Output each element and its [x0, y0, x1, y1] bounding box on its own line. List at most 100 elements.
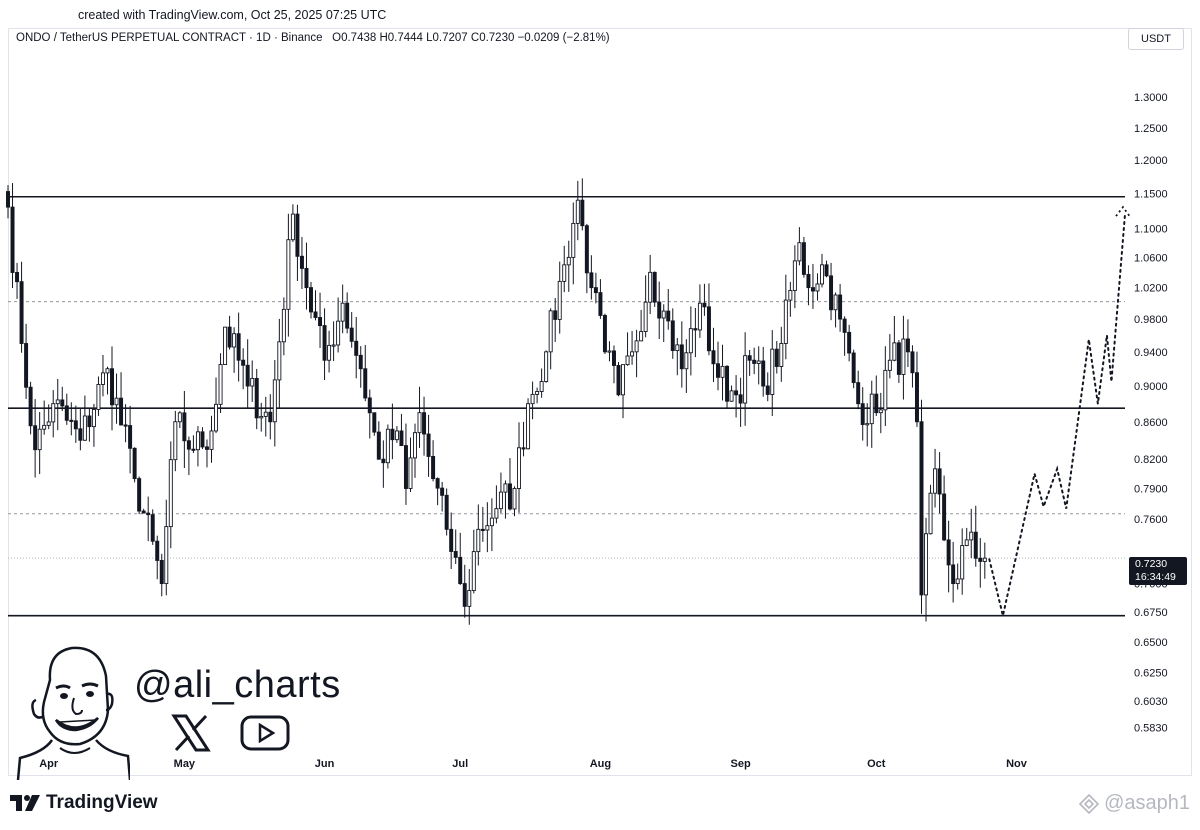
candle-up [168, 459, 173, 528]
candle-down [914, 372, 919, 423]
candle-up [331, 344, 336, 347]
candle-up [770, 348, 775, 395]
candle-down [824, 264, 829, 277]
candle-up [467, 590, 472, 607]
candle-down [73, 420, 78, 430]
candle-up [924, 533, 929, 596]
candle-down [711, 350, 716, 365]
candle-down [159, 559, 164, 585]
candle-up [385, 428, 390, 464]
candle-down [842, 318, 847, 333]
candle-down [856, 382, 861, 405]
candle-up [634, 340, 639, 353]
candle-up [865, 423, 870, 426]
candle-down [725, 365, 730, 402]
candle-down [706, 306, 711, 352]
candle-down [304, 267, 309, 289]
x-tick-label: May [174, 758, 196, 770]
candle-down [33, 425, 38, 451]
candle-up [933, 468, 938, 494]
candle-down [69, 419, 74, 422]
y-tick-label: 0.6500 [1134, 637, 1168, 649]
candle-up [286, 239, 291, 310]
candle-down [403, 445, 408, 489]
x-logo-icon[interactable] [170, 712, 212, 754]
candle-up [55, 399, 60, 405]
candle-down [299, 255, 304, 269]
candle-down [973, 531, 978, 559]
candle-up [96, 383, 101, 410]
y-tick-label: 0.7600 [1134, 514, 1168, 526]
candle-down [399, 430, 404, 447]
candle-up [607, 350, 612, 353]
candle-down [951, 564, 956, 585]
candle-up [621, 364, 626, 396]
candle-down [150, 514, 155, 542]
candle-down [358, 354, 363, 370]
candle-up [779, 343, 784, 367]
candle-up [544, 351, 549, 383]
candle-up [535, 391, 540, 395]
candle-up [259, 415, 264, 419]
author-handle: @ali_charts [134, 664, 341, 706]
candle-down [119, 397, 124, 426]
youtube-icon[interactable] [240, 714, 290, 752]
candle-up [177, 412, 182, 423]
candle-up [218, 364, 223, 405]
candle-up [82, 415, 87, 441]
tradingview-brand[interactable]: TradingView [10, 792, 158, 814]
candle-down [376, 431, 381, 460]
candle-up [539, 381, 544, 392]
candle-down [910, 351, 915, 374]
candle-down [738, 394, 743, 404]
candle-down [146, 512, 151, 516]
candle-down [390, 428, 395, 441]
chart-pane[interactable] [8, 28, 1192, 776]
candle-down [978, 557, 983, 562]
candle-up [729, 390, 734, 402]
candle-up [494, 508, 499, 519]
y-tick-label: 0.6750 [1134, 607, 1168, 619]
symbol-name: ONDO / TetherUS PERPETUAL CONTRACT · 1D … [16, 32, 323, 44]
candle-up [214, 403, 219, 432]
x-tick-label: Nov [1006, 758, 1028, 770]
currency-selector[interactable]: USDT [1128, 28, 1184, 50]
candle-down [593, 287, 598, 294]
candle-down [245, 364, 250, 387]
candle-down [204, 446, 209, 450]
candle-up [114, 397, 119, 406]
candle-up [639, 331, 644, 342]
candle-down [752, 359, 757, 364]
candle-down [896, 342, 901, 375]
y-tick-label: 0.5830 [1134, 722, 1168, 734]
candle-up [833, 294, 838, 311]
candle-up [788, 290, 793, 301]
candle-up [566, 256, 571, 266]
candle-down [372, 412, 377, 433]
candle-up [883, 369, 888, 411]
candle-down [702, 302, 707, 308]
candle-up [792, 260, 797, 291]
candle-down [937, 468, 942, 495]
candle-down [422, 412, 427, 435]
candle-down [110, 368, 114, 406]
candle-up [820, 264, 824, 285]
candle-up [675, 344, 680, 351]
candle-up [630, 351, 635, 357]
candle-up [223, 326, 228, 366]
candle-up [281, 308, 286, 343]
candle-down [734, 390, 739, 396]
candle-up [485, 525, 490, 531]
candle-up [756, 360, 761, 364]
candle-up [413, 432, 417, 459]
candle-down [128, 425, 133, 449]
candle-up [417, 412, 422, 434]
candle-down [236, 333, 241, 361]
candle-down [507, 483, 512, 510]
candle-up [489, 517, 494, 527]
candle-up [878, 409, 883, 414]
candle-down [584, 225, 589, 274]
y-tick-label: 0.9000 [1134, 381, 1168, 393]
tradingview-wordmark: TradingView [46, 792, 158, 813]
